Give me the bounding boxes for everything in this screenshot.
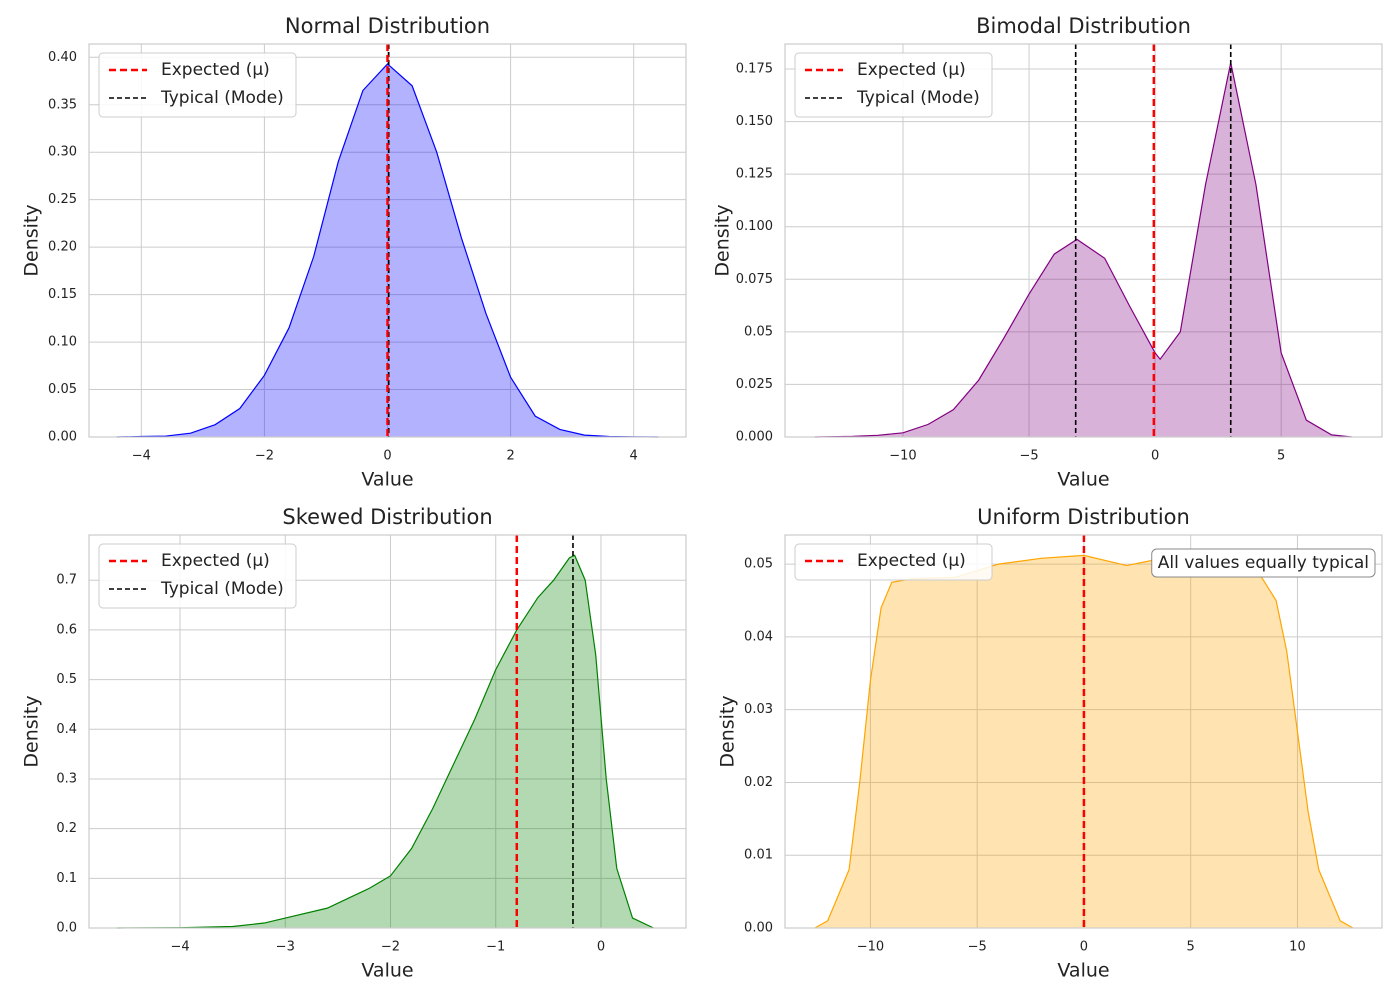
x-tick-label: −4 [170,940,189,955]
y-tick-label: 0.7 [56,573,77,588]
y-tick-label: 0.03 [744,702,773,717]
density-area [116,555,654,928]
y-tick-label: 0.0 [56,921,77,936]
y-tick-label: 0.075 [736,272,773,287]
subplot: −10 −5 0 5 10 0.00 0.01 0.02 0.03 0.04 0.05 Uniform… [717,505,1383,982]
y-tick-label: 0.6 [56,622,77,637]
legend-label: Typical (Mode) [160,88,284,108]
y-tick-label: 0.15 [48,287,77,302]
y-tick-label: 0.025 [736,377,773,392]
y-tick-label: 0.00 [48,430,77,445]
legend: Expected (μ) Typical (Mode) [98,543,297,609]
density-line [814,554,1354,929]
x-tick-label: −5 [1019,449,1038,464]
legend-label: Expected (μ) [857,60,966,80]
x-tick-label: 0 [1080,940,1088,955]
plot-frame [784,43,1383,438]
subplot: −4 −3 −2 −1 0 0.0 0.1 0.2 0.3 0.4 0.5 0.6 0.7 Skewed … [21,505,687,982]
legend: Expected (μ) Typical (Mode) [794,52,993,118]
density-area [814,62,1352,437]
legend-label: Typical (Mode) [856,88,980,108]
y-tick-label: 0.05 [744,324,773,339]
x-tick-label: 0 [1151,449,1159,464]
y-tick-label: 0.01 [744,848,773,863]
x-tick-label: −1 [486,940,505,955]
subplot-title: Skewed Distribution [282,505,492,529]
legend-box [794,543,993,581]
x-axis-label: Value [1057,469,1109,491]
x-tick-label: 0 [383,449,391,464]
y-tick-label: 0.3 [56,771,77,786]
x-tick-label: −10 [889,449,916,464]
y-tick-label: 0.2 [56,821,77,836]
plot-frame [88,43,687,438]
subplot: −4 −2 0 2 4 0.00 0.05 0.10 0.15 0.20 0.25 0.30 0.35 0… [21,14,687,491]
x-tick-label: −2 [381,940,400,955]
y-tick-label: 0.1 [56,871,77,886]
y-tick-label: 0.30 [48,145,77,160]
x-tick-label: 5 [1187,940,1195,955]
y-tick-label: 0.40 [48,50,77,65]
legend-label: Expected (μ) [161,60,270,80]
legend: Expected (μ) Typical (Mode) [98,52,297,118]
density-line [116,63,659,438]
annotation-box [1151,548,1376,578]
y-tick-label: 0.10 [48,335,77,350]
y-tick-label: 0.175 [736,62,773,77]
y-tick-label: 0.125 [736,167,773,182]
x-tick-label: −10 [857,940,884,955]
y-tick-label: 0.00 [744,921,773,936]
x-axis-label: Value [361,960,413,982]
legend-box [794,52,993,118]
y-tick-label: 0.150 [736,114,773,129]
y-axis-label: Density [21,695,43,767]
legend-box [98,543,297,609]
legend-label: Expected (μ) [161,551,270,571]
y-tick-label: 0.05 [744,557,773,572]
y-tick-label: 0.02 [744,775,773,790]
x-axis-label: Value [1057,960,1109,982]
legend-label: Expected (μ) [857,551,966,571]
density-area [814,555,1353,928]
x-tick-label: −3 [276,940,295,955]
density-line [116,554,654,929]
x-tick-label: −2 [255,449,274,464]
legend: Expected (μ) [794,543,993,581]
plot-frame [88,534,687,929]
x-tick-label: 5 [1277,449,1285,464]
legend-label: Typical (Mode) [160,579,284,599]
y-axis-label: Density [712,204,734,276]
x-axis-label: Value [361,469,413,491]
density-area [116,63,659,437]
density-line [814,62,1352,438]
x-tick-label: 2 [506,449,514,464]
y-tick-label: 0.4 [56,722,77,737]
y-tick-label: 0.35 [48,97,77,112]
plot-frame [784,534,1383,929]
y-tick-label: 0.25 [48,192,77,207]
annotation: All values equally typical [1158,553,1369,573]
x-tick-label: 4 [630,449,638,464]
y-tick-label: 0.100 [736,219,773,234]
y-tick-label: 0.20 [48,240,77,255]
subplot-title: Uniform Distribution [977,505,1190,529]
y-tick-label: 0.04 [744,629,773,644]
y-tick-label: 0.05 [48,382,77,397]
y-tick-label: 0.5 [56,672,77,687]
subplot-title: Normal Distribution [285,14,490,38]
subplot: −10 −5 0 5 0.000 0.025 0.05 0.075 0.100 0.125 0.15… [712,14,1383,491]
x-tick-label: 0 [597,940,605,955]
y-tick-label: 0.000 [736,430,773,445]
subplot-title: Bimodal Distribution [976,14,1191,38]
x-tick-label: −5 [968,940,987,955]
x-tick-label: 10 [1289,940,1306,955]
y-axis-label: Density [21,204,43,276]
legend-box [98,52,297,118]
x-tick-label: −4 [132,449,151,464]
y-axis-label: Density [717,695,739,767]
